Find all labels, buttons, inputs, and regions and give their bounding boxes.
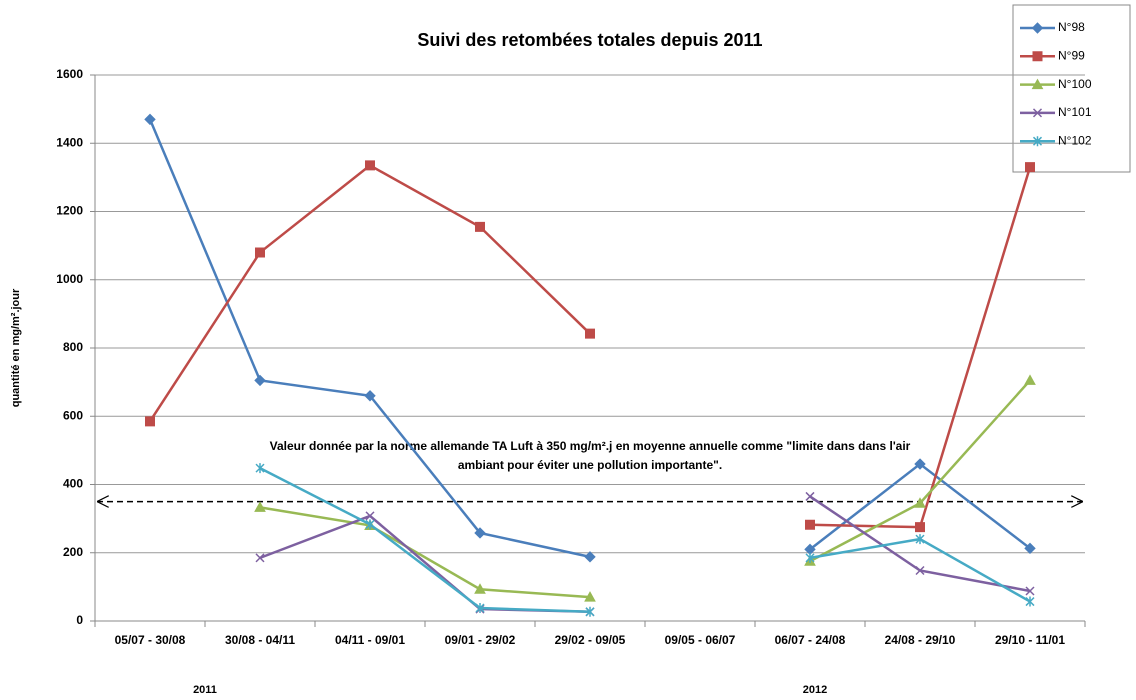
- data-point: [805, 491, 815, 501]
- data-point: [475, 221, 485, 232]
- data-point: [1024, 374, 1036, 385]
- legend-label: N°98: [1058, 20, 1085, 34]
- legend-label: N°101: [1058, 105, 1092, 119]
- data-point: [365, 511, 375, 521]
- legend-marker: [1031, 78, 1044, 90]
- data-point: [145, 416, 155, 427]
- x-tick-label: 04/11 - 09/01: [335, 633, 405, 647]
- data-point: [474, 583, 486, 594]
- y-tick-label: 1200: [56, 204, 83, 218]
- data-point: [144, 113, 156, 126]
- series-line: [259, 495, 1031, 614]
- data-point: [914, 497, 926, 508]
- data-point: [364, 390, 376, 402]
- x-tick-label: 24/08 - 29/10: [885, 633, 956, 647]
- y-tick-label: 1000: [56, 272, 83, 286]
- y-tick-label: 1400: [56, 135, 83, 149]
- data-point: [914, 458, 926, 470]
- y-tick-label: 400: [63, 477, 83, 491]
- data-point: [805, 519, 815, 530]
- legend-marker: [1032, 51, 1043, 62]
- data-point: [915, 534, 925, 545]
- data-point: [585, 606, 595, 617]
- x-tick-label: 05/07 - 30/08: [115, 633, 186, 647]
- legend-marker: [1032, 136, 1043, 147]
- data-point: [915, 565, 925, 576]
- data-point: [474, 527, 486, 539]
- series-line: [259, 379, 1031, 599]
- chart-title: Suivi des retombées totales depuis 2011: [417, 30, 762, 50]
- data-point: [475, 603, 485, 614]
- data-point: [584, 591, 596, 602]
- data-point: [255, 553, 265, 563]
- x-tick-label: 09/05 - 06/07: [665, 633, 736, 647]
- x-tick-label: 29/02 - 09/05: [555, 633, 626, 647]
- data-point: [1025, 162, 1035, 173]
- y-tick-label: 800: [63, 340, 83, 354]
- x-tick-label: 29/10 - 11/01: [995, 633, 1065, 647]
- data-point: [255, 463, 265, 474]
- data-point: [1025, 586, 1035, 596]
- x-tick-label: 09/01 - 29/02: [445, 633, 516, 647]
- data-point: [915, 522, 925, 533]
- data-point: [805, 552, 815, 563]
- legend-label: N°99: [1058, 48, 1085, 62]
- data-point: [1024, 542, 1036, 555]
- x-tick-label: 06/07 - 24/08: [775, 633, 846, 647]
- year-label: 2011: [193, 684, 217, 696]
- data-point: [585, 328, 595, 339]
- series-line: [148, 163, 1032, 529]
- y-tick-label: 0: [76, 613, 83, 627]
- annotation: Valeur donnée par la norme allemande TA …: [270, 439, 911, 453]
- data-point: [365, 160, 375, 171]
- year-label: 2012: [803, 684, 827, 696]
- series-line: [259, 467, 1031, 614]
- legend-label: N°102: [1058, 133, 1092, 147]
- data-point: [365, 519, 375, 530]
- data-point: [254, 374, 266, 387]
- x-tick-label: 30/08 - 04/11: [225, 633, 295, 647]
- legend-label: N°100: [1058, 77, 1092, 91]
- annotation: ambiant pour éviter une pollution import…: [458, 458, 722, 472]
- data-point: [584, 551, 596, 563]
- legend-marker: [1031, 22, 1044, 34]
- y-tick-label: 600: [63, 408, 83, 422]
- legend-marker: [1032, 108, 1043, 118]
- data-point: [1025, 596, 1035, 607]
- y-axis-label: quantité en mg/m².jour: [10, 288, 22, 407]
- y-tick-label: 1600: [56, 67, 83, 81]
- y-tick-label: 200: [63, 545, 83, 559]
- data-point: [254, 501, 266, 512]
- data-point: [255, 247, 265, 258]
